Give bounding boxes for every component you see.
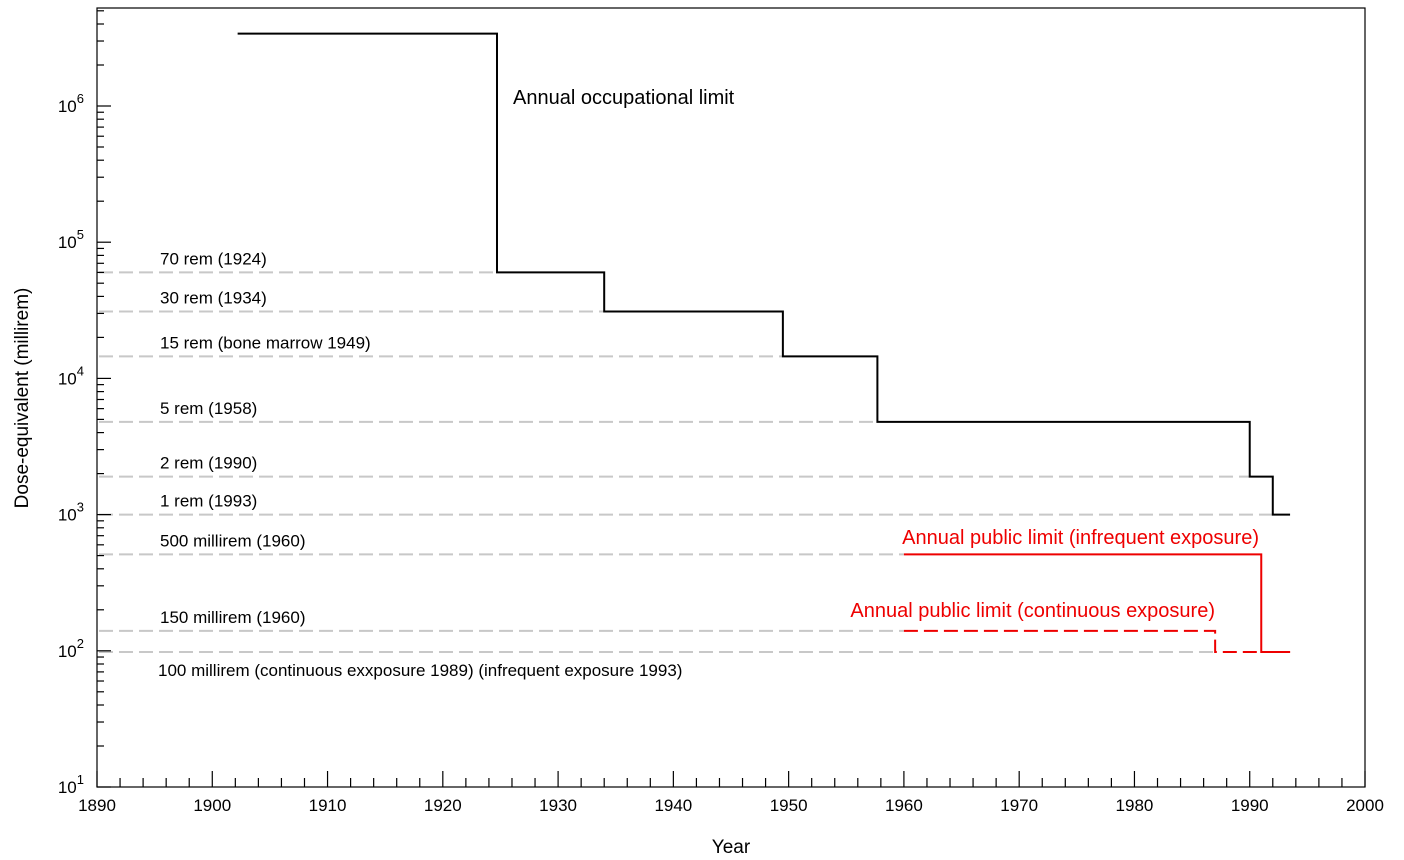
y-tick-base: 10: [58, 642, 77, 661]
reference-label-5: 1 rem (1993): [160, 492, 257, 511]
y-tick-label-10000: 104: [58, 363, 84, 388]
x-tick-label-1960: 1960: [885, 796, 923, 815]
x-tick-label-1980: 1980: [1116, 796, 1154, 815]
x-tick-label-2000: 2000: [1346, 796, 1384, 815]
y-tick-exponent: 3: [77, 500, 84, 515]
x-tick-label-1920: 1920: [424, 796, 462, 815]
y-tick-base: 10: [58, 369, 77, 388]
x-tick-label-1890: 1890: [78, 796, 116, 815]
series-label-public-continuous: Annual public limit (continuous exposure…: [850, 600, 1215, 622]
x-tick-label-1990: 1990: [1231, 796, 1269, 815]
reference-label-1: 30 rem (1934): [160, 288, 267, 307]
x-axis-label: Year: [712, 837, 751, 858]
x-tick-label-1970: 1970: [1000, 796, 1038, 815]
reference-label-3: 5 rem (1958): [160, 399, 257, 418]
reference-label-4: 2 rem (1990): [160, 454, 257, 473]
x-tick-label-1950: 1950: [770, 796, 808, 815]
reference-lines: [99, 271, 1273, 653]
y-tick-exponent: 6: [77, 91, 84, 106]
x-tick-label-1940: 1940: [654, 796, 692, 815]
y-tick-label-100000: 105: [58, 227, 84, 252]
x-axis: 1890 1900 1910 1920 1930 1940 1950 1960 1970 1980…: [78, 771, 1384, 815]
reference-label-6: 500 millirem (1960): [160, 531, 306, 550]
reference-label-7: 150 millirem (1960): [160, 608, 306, 627]
y-tick-exponent: 5: [77, 227, 84, 242]
y-tick-exponent: 4: [77, 363, 84, 378]
x-tick-label-1930: 1930: [539, 796, 577, 815]
y-tick-base: 10: [58, 506, 77, 525]
series-line-0: [237, 32, 1291, 516]
series-label-occupational: Annual occupational limit: [513, 87, 735, 109]
y-tick-label-1000: 103: [58, 500, 84, 525]
y-tick-exponent: 2: [77, 636, 84, 651]
y-tick-base: 10: [58, 233, 77, 252]
reference-labels: 70 rem (1924) 30 rem (1934) 15 rem (bone m…: [158, 249, 682, 680]
reference-label-0: 70 rem (1924): [160, 249, 267, 268]
x-tick-label-1910: 1910: [309, 796, 347, 815]
y-axis-label: Dose-equivalent (millirem): [12, 288, 33, 509]
x-tick-label-1900: 1900: [193, 796, 231, 815]
y-tick-exponent: 1: [77, 772, 84, 787]
plot-frame: [96, 7, 1366, 788]
series-line-2: [903, 629, 1291, 653]
y-tick-label-100: 102: [58, 636, 84, 661]
y-tick-label-10: 101: [58, 772, 84, 797]
series-label-public-infrequent: Annual public limit (infrequent exposure…: [902, 527, 1259, 549]
y-tick-label-1000000: 106: [58, 91, 84, 116]
y-tick-base: 10: [58, 778, 77, 797]
y-tick-base: 10: [58, 97, 77, 116]
reference-label-8: 100 millirem (continuous exxposure 1989)…: [158, 661, 682, 680]
reference-label-2: 15 rem (bone marrow 1949): [160, 333, 371, 352]
series-lines: [237, 32, 1291, 653]
